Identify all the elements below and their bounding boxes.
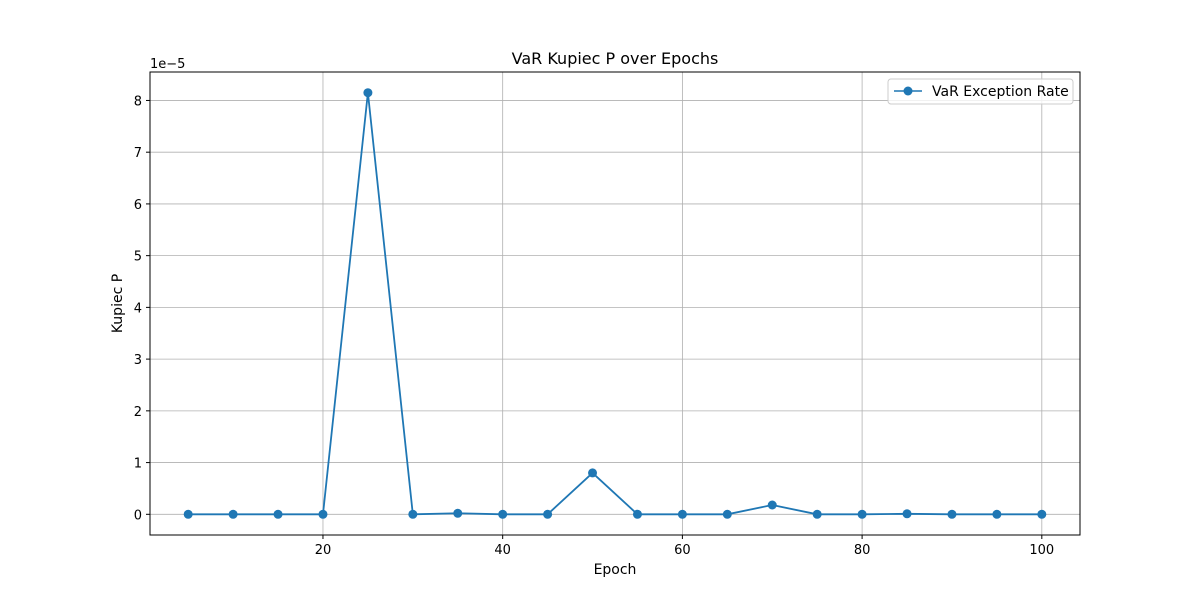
y-tick-label: 3 <box>134 353 142 368</box>
data-point <box>588 468 598 478</box>
data-point <box>408 509 418 519</box>
data-point <box>183 509 193 519</box>
y-tick-label: 5 <box>134 250 142 265</box>
x-axis-label: Epoch <box>594 562 637 578</box>
legend-marker-swatch <box>903 86 913 96</box>
y-tick-label: 7 <box>134 146 142 161</box>
plot-frame <box>149 71 1081 536</box>
data-point <box>228 509 238 519</box>
x-tick-label: 20 <box>315 543 332 558</box>
y-tick-label: 6 <box>134 198 142 213</box>
y-axis-scale-label: 1e−5 <box>150 57 185 72</box>
legend-box <box>887 78 1074 105</box>
data-point <box>677 509 687 519</box>
data-point <box>498 509 508 519</box>
y-tick-label: 1 <box>134 457 142 472</box>
legend: VaR Exception Rate <box>887 78 1074 105</box>
data-point <box>767 500 777 510</box>
series-line <box>188 91 1042 516</box>
data-point <box>453 508 463 518</box>
axis-ticks: 20 40 60 80 100 0 1 2 3 4 5 6 7 8 <box>134 94 1055 558</box>
data-point <box>318 509 328 519</box>
x-tick-label: 80 <box>854 543 871 558</box>
y-axis-label: Kupiec P <box>110 274 126 333</box>
series-layer <box>183 88 1047 519</box>
data-point <box>902 509 912 519</box>
y-tick-label: 2 <box>134 405 142 420</box>
grid-lines <box>150 72 1080 535</box>
y-tick-label: 0 <box>134 508 142 523</box>
data-point <box>812 509 822 519</box>
x-tick-label: 40 <box>494 543 511 558</box>
data-point <box>947 509 957 519</box>
data-point <box>632 509 642 519</box>
legend-entry-label: VaR Exception Rate <box>932 84 1069 100</box>
data-point <box>722 509 732 519</box>
data-point <box>857 509 867 519</box>
data-point <box>543 509 553 519</box>
chart-title: VaR Kupiec P over Epochs <box>512 49 719 68</box>
y-tick-label: 8 <box>134 94 142 109</box>
data-point <box>1037 509 1047 519</box>
x-tick-label: 60 <box>674 543 691 558</box>
data-point <box>273 509 283 519</box>
data-point <box>363 88 373 98</box>
data-point <box>992 509 1002 519</box>
x-tick-label: 100 <box>1029 543 1054 558</box>
y-tick-label: 4 <box>134 301 142 316</box>
